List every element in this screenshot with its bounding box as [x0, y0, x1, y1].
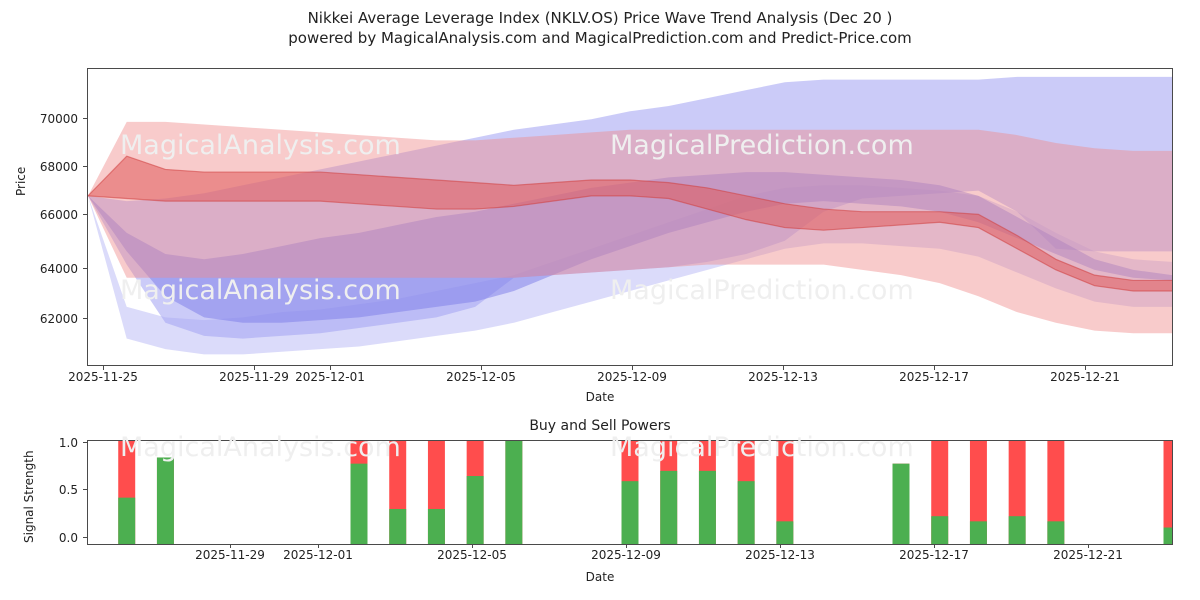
buy-power-bar — [1008, 516, 1026, 544]
x-tick-label: 2025-11-29 — [219, 370, 289, 384]
buy-power-bar — [466, 476, 484, 544]
buy-power-bar — [156, 457, 174, 544]
buy-power-bar — [737, 481, 755, 544]
page-title: Nikkei Average Leverage Index (NKLV.OS) … — [307, 9, 893, 27]
x-tick-mark — [472, 544, 473, 548]
chart-title-block: Nikkei Average Leverage Index (NKLV.OS) … — [0, 8, 1200, 48]
x-tick-label: 2025-12-09 — [591, 548, 661, 562]
subchart-title: Buy and Sell Powers — [529, 418, 671, 434]
x-tick-mark — [254, 366, 255, 370]
y-tick-label: 62000 — [39, 312, 78, 326]
sell-power-bar — [1047, 441, 1065, 544]
x-tick-mark — [783, 366, 784, 370]
y-tick-label: 1.0 — [58, 436, 78, 450]
buy-power-bar — [931, 516, 949, 544]
buy-power-bar — [621, 481, 639, 544]
x-tick-mark — [626, 544, 627, 548]
x-axis-label: Date — [585, 390, 615, 404]
x-tick-mark — [103, 366, 104, 370]
y-axis-label: Price — [14, 166, 28, 196]
x-tick-label: 2025-12-17 — [899, 548, 969, 562]
page-subtitle: powered by MagicalAnalysis.com and Magic… — [288, 29, 912, 47]
buy-power-bar — [776, 521, 794, 544]
x-tick-mark — [1085, 366, 1086, 370]
x-tick-mark — [330, 366, 331, 370]
buy-sell-powers-chart — [87, 440, 1173, 545]
sell-power-bar — [969, 441, 987, 544]
buy-power-bar — [1163, 527, 1172, 544]
x-tick-label: 2025-12-13 — [748, 370, 818, 384]
buy-power-bar — [892, 463, 910, 544]
y-tick-mark — [83, 489, 87, 490]
price-wave-trend-chart — [87, 68, 1173, 366]
y-tick-label: 66000 — [39, 208, 78, 222]
buy-power-bar — [660, 470, 678, 544]
y-tick-mark — [83, 442, 87, 443]
y-tick-label: 70000 — [39, 112, 78, 126]
y-tick-mark — [83, 268, 87, 269]
x-tick-mark — [481, 366, 482, 370]
buy-power-bar — [698, 470, 716, 544]
price-band — [88, 156, 1172, 291]
buy-power-bar — [969, 521, 987, 544]
price-line — [88, 195, 1172, 292]
x-tick-label: 2025-12-17 — [899, 370, 969, 384]
x-tick-label: 2025-12-21 — [1053, 548, 1123, 562]
y-tick-label: 64000 — [39, 262, 78, 276]
x-tick-mark — [632, 366, 633, 370]
x-tick-mark — [230, 544, 231, 548]
buy-power-bar — [1047, 521, 1065, 544]
x-tick-mark — [780, 544, 781, 548]
price-wave-svg — [88, 76, 1172, 355]
y-tick-mark — [83, 118, 87, 119]
x-tick-mark — [318, 544, 319, 548]
x-tick-label: 2025-12-13 — [745, 548, 815, 562]
price-line — [88, 155, 1172, 282]
buy-power-bar — [505, 441, 523, 544]
x-tick-label: 2025-12-05 — [446, 370, 516, 384]
x-tick-label: 2025-11-25 — [68, 370, 138, 384]
y-tick-label: 68000 — [39, 160, 78, 174]
y-axis-label: Signal Strength — [22, 450, 36, 543]
buy-power-bar — [350, 463, 368, 544]
y-tick-mark — [83, 214, 87, 215]
x-tick-mark — [934, 544, 935, 548]
buy-sell-svg — [118, 441, 1172, 544]
y-tick-label: 0.5 — [58, 483, 78, 497]
x-axis-label: Date — [585, 570, 615, 584]
buy-power-bar — [427, 508, 445, 544]
x-tick-label: 2025-11-29 — [195, 548, 265, 562]
x-tick-label: 2025-12-01 — [295, 370, 365, 384]
y-tick-mark — [83, 537, 87, 538]
y-tick-label: 0.0 — [58, 531, 78, 545]
buy-power-bar — [389, 508, 407, 544]
y-tick-mark — [83, 318, 87, 319]
x-tick-label: 2025-12-01 — [283, 548, 353, 562]
x-tick-mark — [934, 366, 935, 370]
y-tick-mark — [83, 166, 87, 167]
buy-power-bar — [118, 497, 136, 544]
sell-power-bar — [1163, 441, 1172, 544]
x-tick-label: 2025-12-09 — [597, 370, 667, 384]
x-tick-mark — [1088, 544, 1089, 548]
x-tick-label: 2025-12-05 — [437, 548, 507, 562]
x-tick-label: 2025-12-21 — [1050, 370, 1120, 384]
price-band — [88, 172, 1172, 323]
sell-power-bar — [776, 441, 794, 544]
